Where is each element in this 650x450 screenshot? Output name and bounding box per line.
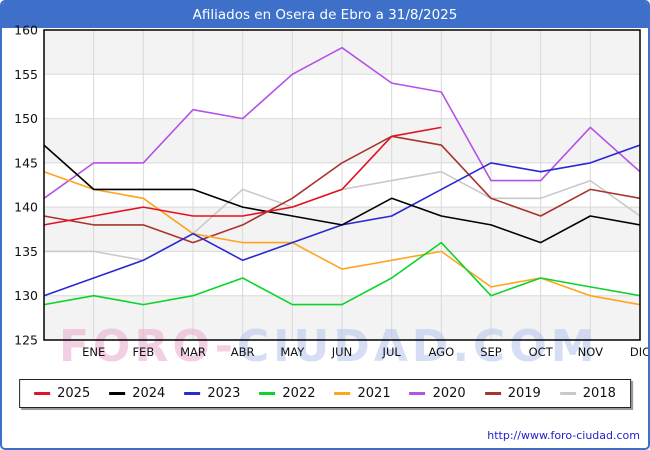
series-line-2022 <box>43 241 641 306</box>
series-line-2024 <box>43 144 641 244</box>
x-tick-label: ENE <box>82 345 105 359</box>
x-tick-label: JUN <box>331 345 352 359</box>
legend-item-2021: 2021 <box>334 386 391 401</box>
legend-label: 2023 <box>207 386 241 401</box>
y-tick-label: 160 <box>14 23 38 38</box>
legend-item-2018: 2018 <box>559 386 616 401</box>
y-tick-label: 135 <box>14 244 38 259</box>
site-url[interactable]: http://www.foro-ciudad.com <box>487 429 640 442</box>
legend-label: 2019 <box>507 386 541 401</box>
legend-label: 2022 <box>282 386 316 401</box>
legend-swatch-2018 <box>559 392 576 395</box>
x-tick-label: DIC <box>630 345 650 359</box>
legend-swatch-2021 <box>334 392 351 395</box>
y-tick-label: 125 <box>14 333 38 348</box>
x-tick-label: JUL <box>382 345 402 359</box>
x-tick-label: NOV <box>578 345 603 359</box>
legend-item-2022: 2022 <box>259 386 316 401</box>
legend-label: 2025 <box>57 386 91 401</box>
watermark-text: FORO-CIUDAD.COM <box>59 321 599 372</box>
legend-item-2024: 2024 <box>109 386 165 401</box>
y-tick-label: 140 <box>14 200 38 215</box>
x-tick-label: FEB <box>132 345 154 359</box>
series-line-2019 <box>43 135 641 244</box>
chart-title: Afiliados en Osera de Ebro a 31/8/2025 <box>2 2 648 28</box>
legend: 2025 2024 2023 2022 2021 2020 2019 2018 <box>19 379 631 408</box>
x-tick-label: ABR <box>231 345 255 359</box>
plot-border <box>43 29 641 341</box>
legend-item-2023: 2023 <box>184 386 240 401</box>
x-tick-label: MAY <box>280 345 305 359</box>
x-tick-label: AGO <box>429 345 455 359</box>
legend-item-2025: 2025 <box>34 386 90 401</box>
y-tick-label: 130 <box>14 288 38 303</box>
y-tick-label: 145 <box>14 155 38 170</box>
legend-label: 2024 <box>132 386 166 401</box>
legend-item-2019: 2019 <box>484 386 541 401</box>
x-tick-label: SEP <box>480 345 502 359</box>
x-tick-label: OCT <box>529 345 554 359</box>
legend-swatch-2022 <box>259 392 276 395</box>
legend-swatch-2020 <box>409 392 426 395</box>
series-line-2020 <box>43 46 641 199</box>
legend-item-2020: 2020 <box>409 386 466 401</box>
x-tick-label: MAR <box>180 345 206 359</box>
y-tick-label: 150 <box>14 111 38 126</box>
legend-label: 2020 <box>432 386 466 401</box>
series-line-2025 <box>43 126 442 226</box>
y-tick-label: 155 <box>14 67 38 82</box>
legend-swatch-2019 <box>484 392 501 395</box>
legend-swatch-2023 <box>184 392 201 395</box>
legend-label: 2021 <box>357 386 391 401</box>
legend-label: 2018 <box>582 386 616 401</box>
legend-swatch-2025 <box>34 392 51 395</box>
legend-swatch-2024 <box>109 392 126 395</box>
